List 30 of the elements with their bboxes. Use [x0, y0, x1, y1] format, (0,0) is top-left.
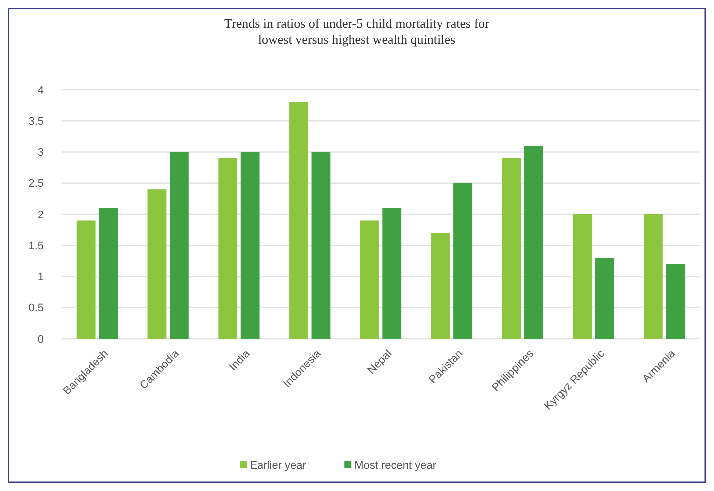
y-tick-label: 1 — [38, 272, 44, 284]
bar — [360, 220, 380, 339]
legend-label: Most recent year — [354, 460, 437, 472]
chart-title: Trends in ratios of under-5 child mortality rates for lowest versus highest wealth quintiles — [224, 16, 490, 47]
y-tick-label: 3 — [38, 147, 44, 160]
bar — [524, 146, 544, 339]
bar — [218, 158, 238, 339]
legend-label: Earlier year — [250, 460, 307, 472]
y-tick-label: 0.5 — [28, 302, 44, 315]
bar — [666, 264, 686, 339]
bar — [644, 214, 663, 339]
y-tick-label: 3.5 — [28, 116, 44, 128]
bar — [502, 158, 522, 339]
bar — [240, 152, 260, 339]
bar — [170, 152, 189, 339]
y-tick-label: 2 — [38, 209, 44, 222]
bar — [76, 220, 96, 339]
y-tick-label: 4 — [38, 84, 44, 97]
bar — [431, 233, 450, 339]
bar — [454, 183, 472, 339]
y-tick-label: 0 — [38, 334, 44, 346]
bar — [290, 102, 308, 339]
bar — [99, 208, 118, 339]
bar — [382, 208, 402, 339]
bar — [312, 152, 331, 339]
bar — [595, 258, 614, 339]
y-tick-label: 1.5 — [28, 240, 44, 252]
bar — [573, 214, 592, 339]
bar — [148, 190, 167, 339]
y-tick-label: 2.5 — [28, 178, 44, 190]
